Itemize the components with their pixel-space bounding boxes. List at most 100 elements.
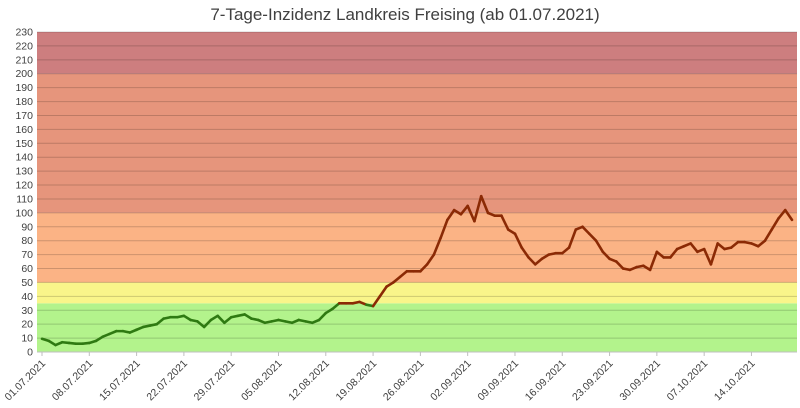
y-tick-label-160: 160 [15,124,33,136]
y-tick-label-190: 190 [15,82,33,94]
series-segment-80 [581,225,591,236]
series-segment-27 [223,315,233,325]
series-segment-68 [500,214,510,231]
series-segment-72 [527,256,537,266]
series-segment-41 [317,311,328,322]
x-tick-label-13: 30.09.2021 [617,358,663,404]
series-segment-30 [243,313,253,320]
y-tick-label-10: 10 [21,333,33,345]
y-tick-label-50: 50 [21,277,33,289]
series-segment-23 [196,320,206,329]
series-segment-65 [479,194,490,215]
band-35-50 [37,282,797,304]
x-tick-label-9: 02.09.2021 [428,358,474,404]
gridlines [37,31,797,353]
series-segment-70 [513,232,524,249]
series-segment-25 [209,314,219,322]
series-segment-69 [506,228,517,236]
series-segment-8 [94,335,105,343]
y-tick-label-140: 140 [15,152,33,164]
series-segment-102 [729,240,740,249]
x-tick-label-2: 15.07.2021 [97,358,143,404]
series-segment-53 [398,270,409,279]
series-segment-91 [655,250,665,259]
x-tick-label-12: 23.09.2021 [570,358,616,404]
series-segment-99 [709,242,719,266]
series-segment-71 [520,246,530,259]
y-tick-label-90: 90 [21,221,33,233]
y-tick-label-20: 20 [21,319,33,331]
series-segment-63 [466,204,476,223]
band-100-200 [37,73,797,213]
series-segment-1 [47,339,57,347]
x-tick-label-8: 26.08.2021 [381,358,427,404]
series-segment-21 [182,314,192,322]
series-segment-83 [601,250,611,261]
x-tick-label-3: 22.07.2021 [144,358,190,404]
x-tick-label-7: 19.08.2021 [334,358,380,404]
threshold-bands [37,32,797,352]
band-0-35 [37,303,797,352]
series-segment-58 [432,236,442,256]
series-segment-42 [324,307,334,315]
y-tick-label-170: 170 [15,110,33,122]
series-segment-43 [331,302,341,311]
series-segment-100 [716,242,726,251]
series-segment-108 [770,217,780,231]
y-tick-label-60: 60 [21,263,33,275]
x-tick-label-14: 07.10.2021 [665,358,711,404]
series-segment-98 [702,247,713,266]
series-segment-24 [202,318,213,329]
y-tick-label-150: 150 [15,138,33,150]
series-segment-74 [540,253,551,261]
series-segment-110 [783,208,794,222]
series-segment-52 [392,275,402,284]
series-segment-60 [446,208,456,222]
series-segment-81 [587,232,598,242]
incidence-series [40,194,794,347]
series-segment-90 [648,250,659,272]
series-segment-59 [439,218,449,240]
y-tick-label-30: 30 [21,305,33,317]
y-tick-label-230: 230 [15,27,33,39]
x-tick-label-6: 12.08.2021 [286,358,332,404]
x-tick-label-0: 01.07.2021 [2,358,48,404]
x-axis: 01.07.2021 08.07.2021 15.07.2021 22.07.2021… [2,351,797,404]
series-segment-17 [155,317,165,326]
series-segment-82 [594,239,605,254]
y-tick-label-100: 100 [15,207,33,219]
series-segment-26 [216,314,226,325]
y-tick-label-200: 200 [15,68,33,80]
series-segment-85 [615,260,625,270]
x-tick-label-5: 05.08.2021 [239,358,285,404]
x-tick-label-11: 16.09.2021 [523,358,569,404]
series-segment-109 [777,208,787,220]
band-200-230 [37,32,797,74]
x-tick-label-1: 08.07.2021 [50,358,96,404]
y-tick-label-110: 110 [16,193,33,205]
series-segment-64 [473,194,483,223]
series-segment-96 [689,242,699,254]
series-segment-50 [378,285,388,298]
series-segment-107 [763,228,774,242]
y-tick-label-0: 0 [27,347,33,359]
series-segment-56 [419,263,429,273]
series-segment-51 [385,281,395,288]
series-segment-49 [371,295,382,308]
y-tick-label-180: 180 [15,96,33,108]
y-tick-label-220: 220 [15,40,33,52]
y-tick-label-120: 120 [15,180,33,192]
y-tick-label-130: 130 [15,166,33,178]
x-tick-label-4: 29.07.2021 [192,358,238,404]
series-segment-93 [669,247,679,259]
x-tick-label-15: 14.10.2021 [712,358,758,404]
chart-title: 7-Tage-Inzidenz Landkreis Freising (ab 0… [210,5,599,24]
y-tick-label-210: 210 [15,54,33,66]
y-tick-label-70: 70 [21,249,33,261]
y-tick-label-80: 80 [21,235,33,247]
series-segment-61 [452,208,463,216]
series-segment-77 [560,246,571,255]
x-tick-label-10: 09.09.2021 [475,358,521,404]
